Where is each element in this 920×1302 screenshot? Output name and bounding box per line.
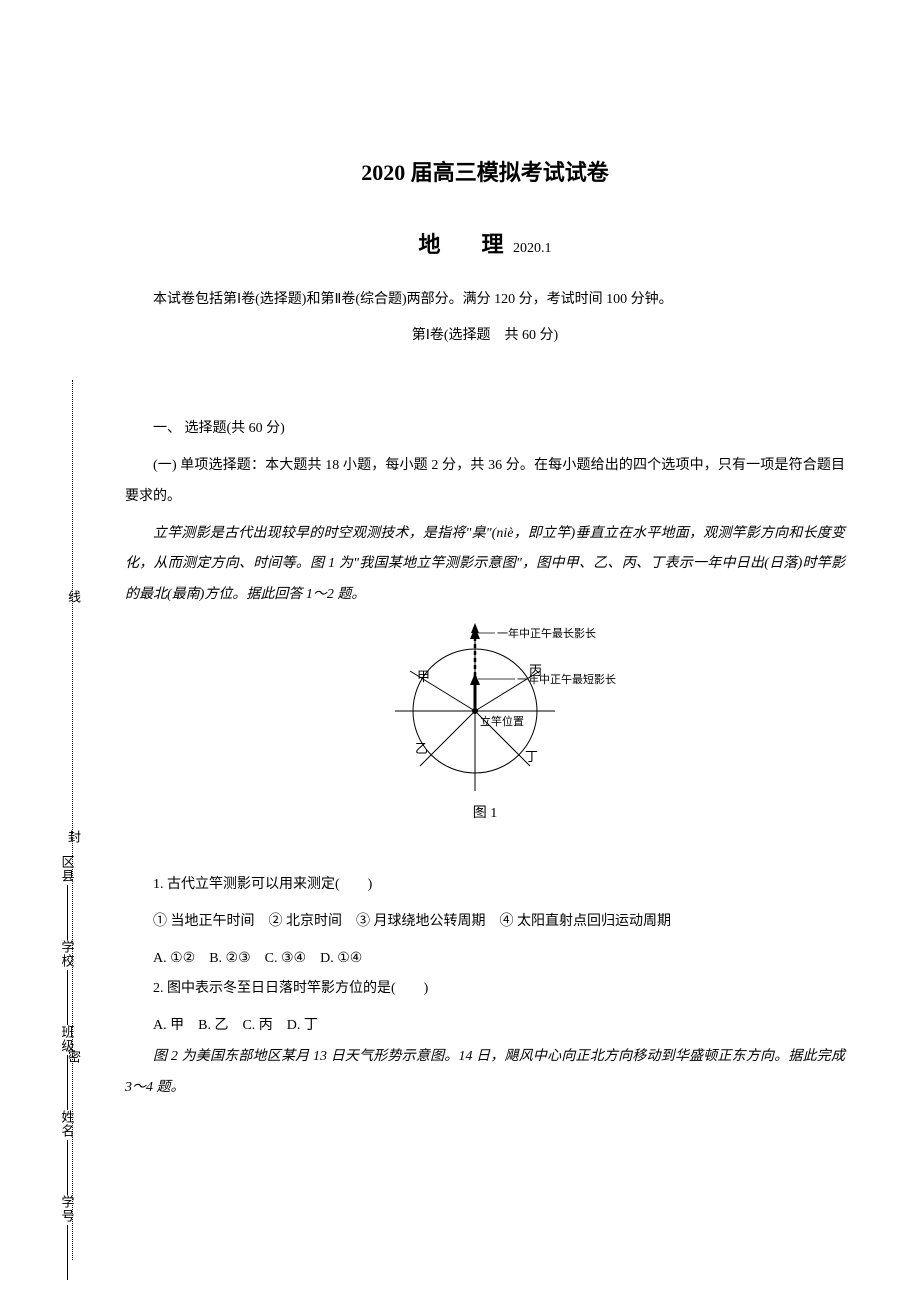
q1-items: ① 当地正午时间 ② 北京时间 ③ 月球绕地公转周期 ④ 太阳直射点回归运动周期 — [125, 907, 845, 938]
label: 区县 — [58, 855, 77, 883]
part-heading: 一、 选择题(共 60 分) — [125, 414, 845, 445]
sundial-diagram-svg: 一年中正午最长影长 一年中正午最短影长 立竿位置 甲 乙 丙 丁 — [345, 621, 625, 791]
label: 姓名 — [58, 1110, 77, 1138]
exam-date: 2020.1 — [513, 241, 552, 256]
sidebar-field-xuexiao: 学校 — [58, 940, 77, 1025]
q1-options: A. ①② B. ②③ C. ③④ D. ①④ — [125, 944, 845, 975]
fill-line — [67, 1225, 68, 1280]
fill-line — [67, 1140, 68, 1195]
label-sw: 乙 — [415, 741, 428, 756]
main-content: 2020 届高三模拟考试试卷 地 理 2020.1 本试卷包括第Ⅰ卷(选择题)和… — [125, 155, 845, 1110]
q1-stem: 1. 古代立竿测影可以用来测定( ) — [125, 870, 845, 901]
section-1-label: 第Ⅰ卷(选择题 共 60 分) — [125, 324, 845, 344]
passage-1: 立竿测影是古代出现较早的时空观测技术，是指将"臬"(niè，即立竿)垂直立在水平… — [125, 519, 845, 611]
fill-line — [67, 970, 68, 1025]
sidebar-field-quxian: 区县 — [58, 855, 77, 940]
label-top: 一年中正午最长影长 — [497, 626, 596, 640]
q2-options: A. 甲 B. 乙 C. 丙 D. 丁 — [125, 1011, 845, 1042]
seal-mi: 密 — [64, 1050, 83, 1073]
label-ne: 丙 — [529, 663, 542, 678]
passage-2: 图 2 为美国东部地区某月 13 日天气形势示意图。14 日，飓风中心向正北方向… — [125, 1042, 845, 1104]
label-nw: 甲 — [417, 669, 430, 684]
figure-1: 一年中正午最长影长 一年中正午最短影长 立竿位置 甲 乙 丙 丁 图 1 — [125, 621, 845, 822]
label: 班级 — [58, 1025, 77, 1053]
exam-title: 2020 届高三模拟考试试卷 — [125, 155, 845, 187]
subject-char2: 理 — [482, 232, 504, 257]
subject-title: 地 理 2020.1 — [125, 227, 845, 259]
seal-xian: 线 — [64, 590, 83, 613]
subpart-heading: (一) 单项选择题：本大题共 18 小题，每小题 2 分，共 36 分。在每小题… — [125, 451, 845, 513]
sidebar-field-xingming: 姓名 — [58, 1110, 77, 1195]
label: 学校 — [58, 940, 77, 968]
diagram-1: 一年中正午最长影长 一年中正午最短影长 立竿位置 甲 乙 丙 丁 — [345, 621, 625, 796]
figure-1-caption: 图 1 — [125, 802, 845, 822]
q2-stem: 2. 图中表示冬至日日落时竿影方位的是( ) — [125, 974, 845, 1005]
sidebar-dotted-line — [72, 380, 73, 1260]
label: 学号 — [58, 1195, 77, 1223]
seal-feng: 封 — [64, 830, 83, 853]
subject-char1: 地 — [418, 232, 440, 257]
fill-line — [67, 885, 68, 940]
label-se: 丁 — [525, 749, 538, 764]
sidebar-field-xuehao: 学号 — [58, 1195, 77, 1280]
exam-intro: 本试卷包括第Ⅰ卷(选择题)和第Ⅱ卷(综合题)两部分。满分 120 分，考试时间 … — [125, 287, 845, 312]
label-center: 立竿位置 — [480, 714, 524, 728]
